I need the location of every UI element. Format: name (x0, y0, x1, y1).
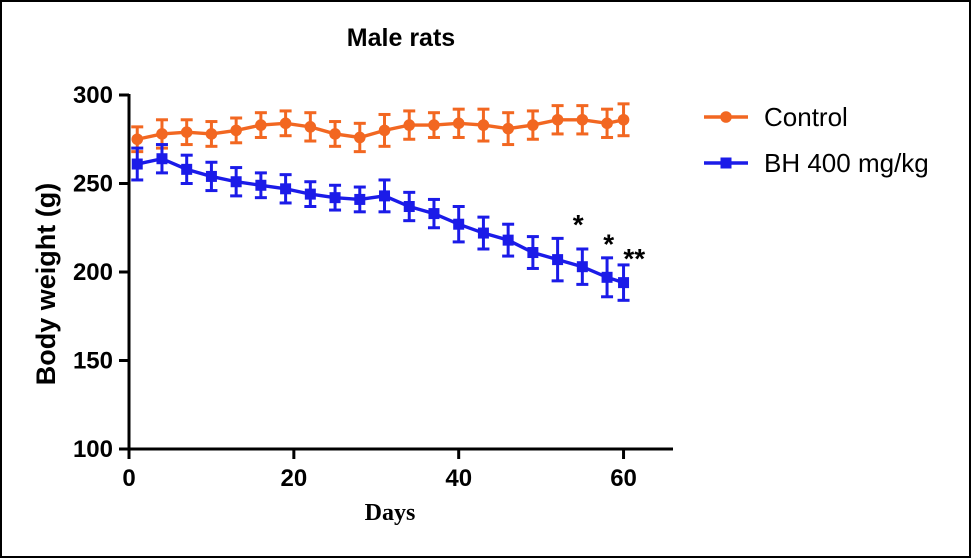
y-tick-label: 200 (73, 259, 113, 286)
data-point-control (156, 128, 168, 140)
data-point-bh400 (280, 183, 292, 195)
y-tick-label: 250 (73, 171, 113, 198)
data-point-control (403, 119, 416, 131)
bh400-series-marker-icon (704, 157, 748, 169)
data-point-bh400 (576, 261, 588, 273)
data-point-control (353, 131, 366, 144)
data-point-bh400 (477, 227, 489, 239)
data-point-bh400 (379, 190, 391, 202)
data-point-bh400 (304, 188, 316, 200)
control-series-marker-icon (704, 111, 748, 123)
data-point-bh400 (131, 158, 143, 170)
data-point-bh400 (601, 271, 613, 283)
data-point-bh400 (205, 170, 217, 182)
data-point-bh400 (156, 153, 168, 165)
data-point-bh400 (552, 254, 564, 266)
legend-item-bh400: BH 400 mg/kg (702, 148, 929, 178)
series-bh400 (131, 143, 630, 302)
x-tick-label: 60 (610, 465, 637, 492)
data-point-bh400 (354, 193, 366, 205)
data-point-bh400 (181, 163, 193, 175)
data-point-bh400 (428, 208, 440, 220)
data-point-control (304, 121, 317, 133)
data-point-control (279, 117, 292, 130)
data-point-control (131, 133, 144, 146)
significance-marker: * (603, 229, 614, 260)
data-point-control (576, 113, 589, 126)
x-axis-label: Days (364, 500, 416, 526)
data-point-bh400 (453, 218, 465, 230)
y-tick-label: 100 (73, 436, 113, 463)
data-point-control (617, 113, 630, 126)
x-tick-label: 40 (445, 465, 472, 492)
data-point-control (378, 124, 391, 137)
data-point-bh400 (255, 179, 267, 191)
x-tick-label: 0 (122, 465, 135, 492)
data-point-control (255, 119, 267, 131)
legend-label-control: Control (764, 101, 848, 132)
data-point-control (205, 128, 218, 140)
data-point-control (477, 119, 490, 131)
data-point-control (502, 122, 514, 135)
series-control (131, 102, 630, 154)
legend: Control BH 400 mg/kg (702, 102, 929, 178)
data-point-control (428, 119, 440, 131)
data-point-bh400 (329, 192, 341, 204)
y-axis-label: Body weight (g) (31, 182, 61, 386)
data-point-bh400 (403, 201, 415, 213)
significance-marker: ** (623, 243, 645, 274)
x-tick-label: 20 (280, 465, 307, 492)
y-tick-label: 150 (73, 348, 113, 375)
data-point-bh400 (230, 176, 242, 188)
data-point-control (329, 128, 341, 140)
data-point-control (180, 126, 193, 138)
legend-marker (720, 111, 732, 123)
data-point-control (452, 117, 465, 130)
y-tick-label: 300 (73, 82, 113, 109)
legend-item-control: Control (702, 102, 929, 132)
data-point-bh400 (502, 234, 514, 246)
significance-marker: * (573, 209, 584, 240)
chart-title: Male rats (346, 24, 456, 52)
data-point-control (230, 124, 242, 137)
data-point-control (551, 113, 564, 126)
data-point-bh400 (618, 277, 630, 289)
data-point-control (601, 117, 613, 130)
data-point-control (527, 119, 539, 131)
legend-marker (720, 157, 732, 169)
legend-label-bh400: BH 400 mg/kg (764, 147, 929, 178)
data-point-bh400 (527, 247, 539, 259)
